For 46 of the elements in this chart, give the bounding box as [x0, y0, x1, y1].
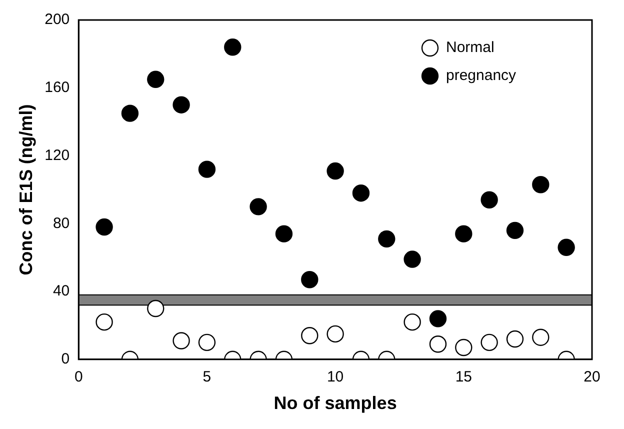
point — [480, 191, 498, 208]
y-tick-label: 80 — [52, 214, 70, 232]
y-tick-label: 160 — [44, 79, 70, 96]
point — [326, 162, 344, 180]
point — [96, 218, 113, 236]
point — [147, 300, 164, 318]
y-tick-label: 200 — [44, 11, 70, 28]
y-tick-label: 40 — [52, 282, 70, 300]
point — [147, 70, 164, 88]
point — [455, 225, 472, 242]
point — [455, 338, 472, 356]
point — [429, 310, 447, 328]
point — [352, 184, 370, 202]
legend-label: pregnancy — [446, 67, 517, 84]
x-axis-title: No of samples — [274, 393, 397, 414]
point — [480, 334, 498, 352]
point — [121, 104, 139, 122]
point — [404, 313, 421, 331]
x-tick-label: 10 — [326, 368, 344, 386]
legend-label: Normal — [446, 39, 494, 56]
y-tick-label: 120 — [44, 146, 70, 164]
point — [301, 271, 318, 288]
point — [301, 327, 318, 344]
point — [96, 313, 113, 331]
x-tick-label: 0 — [74, 368, 83, 386]
point — [532, 328, 550, 346]
point — [404, 250, 421, 268]
point — [326, 325, 344, 343]
point — [198, 334, 216, 352]
x-tick-label: 5 — [202, 368, 212, 386]
x-tick-label: 20 — [584, 368, 600, 386]
point — [275, 225, 293, 242]
point — [506, 222, 524, 240]
y-tick-label: 0 — [61, 350, 70, 368]
point — [506, 330, 524, 348]
x-tick-label: 15 — [455, 368, 472, 386]
y-axis-title: Conc of E1S (ng/ml) — [16, 104, 36, 276]
point — [172, 332, 190, 350]
point — [224, 38, 242, 56]
point — [558, 238, 575, 256]
point — [532, 176, 550, 194]
point — [378, 230, 396, 248]
point — [198, 160, 216, 178]
point — [172, 96, 190, 114]
point — [250, 198, 267, 216]
point — [429, 336, 447, 353]
